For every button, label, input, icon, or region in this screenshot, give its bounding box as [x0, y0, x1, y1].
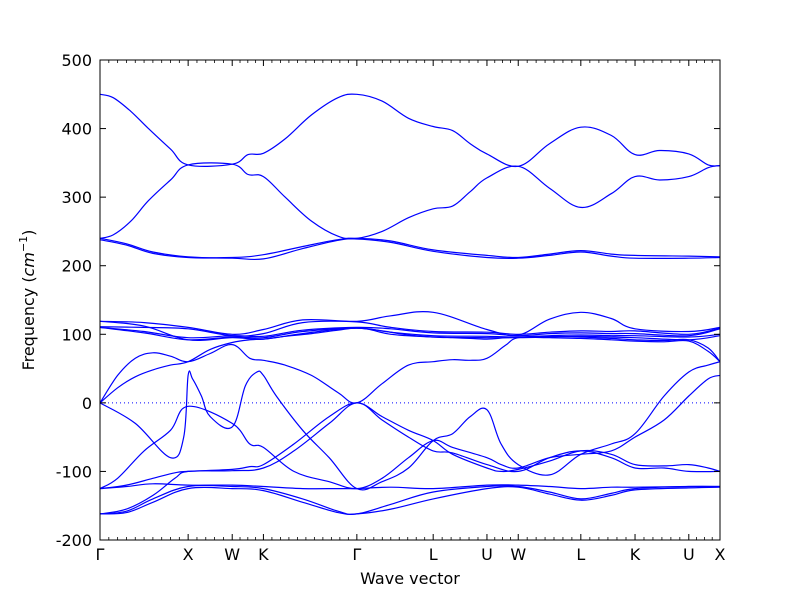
band-line-8: [99, 326, 721, 341]
band-line-11: [99, 327, 721, 404]
band-line-1: [99, 93, 721, 168]
x-tick-label: X: [715, 545, 726, 564]
x-tick-label: U: [481, 545, 493, 564]
y-axis: -200 -100 0 100 200 300 400 500: [56, 51, 720, 550]
x-tick-label: U: [683, 545, 695, 564]
y-axis-title-text: Frequency: [19, 288, 38, 371]
band-line-10: [99, 335, 721, 404]
x-tick-label: K: [258, 545, 269, 564]
band-line-2: [99, 162, 721, 240]
y-tick-label: 500: [61, 51, 92, 70]
plot-area: [99, 59, 721, 541]
x-tick-label: L: [429, 545, 438, 564]
x-tick-label: K: [630, 545, 641, 564]
y-tick-label: 300: [61, 188, 92, 207]
band-line-13: [99, 374, 721, 490]
band-line-17: [99, 484, 721, 516]
x-tick-label: W: [510, 545, 526, 564]
band-line-16: [99, 483, 721, 490]
bands: [99, 93, 721, 516]
y-tick-label: 200: [61, 257, 92, 276]
y-tick-label: -200: [56, 531, 92, 550]
y-axis-unit-exponent: −1: [17, 236, 30, 252]
band-line-7: [99, 326, 721, 339]
y-axis-title: Frequency (cm−1): [17, 230, 38, 371]
plot-frame: [100, 60, 720, 540]
y-tick-label: -100: [56, 462, 92, 481]
y-tick-label: 400: [61, 120, 92, 139]
band-line-4: [99, 238, 721, 261]
x-axis-title: Wave vector: [360, 569, 460, 588]
plot-border: [99, 59, 721, 541]
y-axis-unit-close: ): [19, 230, 38, 236]
x-tick-label: Γ: [352, 545, 361, 564]
x-tick-label: W: [224, 545, 240, 564]
y-axis-unit: cm: [19, 252, 38, 276]
band-line-18: [99, 486, 721, 515]
y-tick-label: 0: [82, 394, 92, 413]
x-tick-label: Γ: [96, 545, 105, 564]
x-tick-label: X: [183, 545, 194, 564]
y-tick-label: 100: [61, 325, 92, 344]
band-line-3: [99, 237, 721, 259]
band-line-15: [99, 402, 721, 515]
band-line-5: [99, 311, 721, 337]
band-line-6: [99, 320, 721, 337]
x-tick-label: L: [576, 545, 585, 564]
